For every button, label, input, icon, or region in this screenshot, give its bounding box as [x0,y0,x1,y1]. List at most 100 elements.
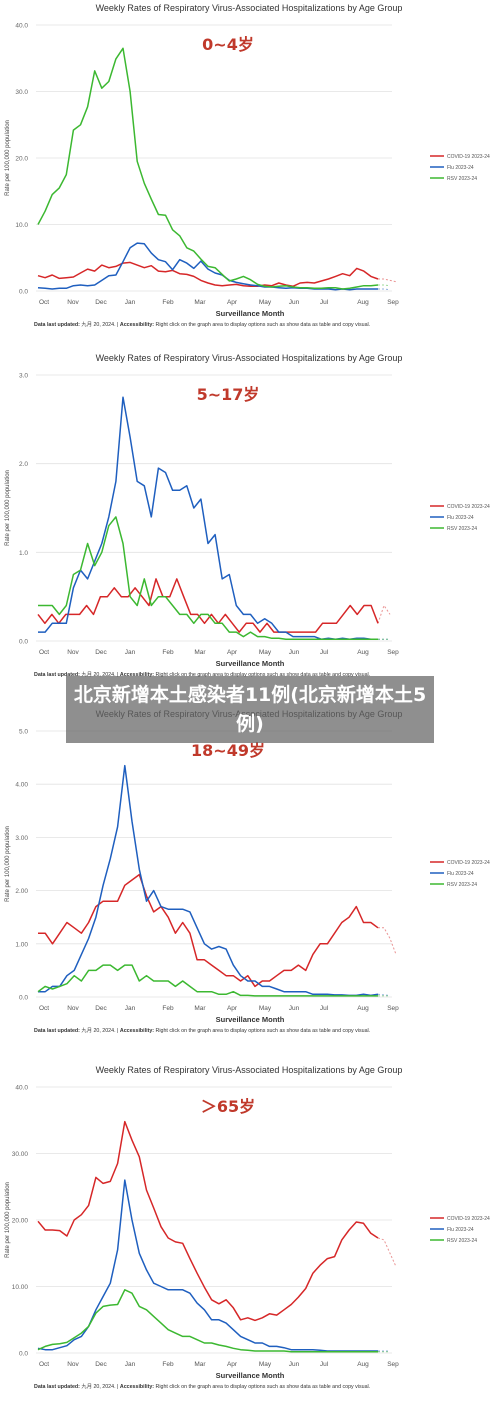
x-tick-label: Mar [194,299,206,306]
series-line-flu[interactable] [38,764,379,997]
chart-svg-18-49[interactable]: Weekly Rates of Respiratory Virus-Associ… [0,706,500,1046]
series-line-covid-19[interactable] [38,873,379,988]
x-tick-label: Mar [194,1361,206,1368]
x-tick-label: Dec [95,1361,107,1368]
note-separator: | [116,672,120,678]
y-tick-label: 5.0 [19,729,28,736]
x-tick-label: Mar [194,649,206,656]
x-tick-label: Jan [125,299,136,306]
x-tick-label: Nov [67,649,79,656]
x-tick-label: May [259,1361,272,1368]
x-tick-label: Jul [320,299,329,306]
y-axis-label: Rate per 100,000 population [5,470,11,546]
chart-svg-0-4[interactable]: Weekly Rates of Respiratory Virus-Associ… [0,0,500,340]
y-tick-label: 3.00 [15,835,28,842]
y-axis-label: Rate per 100,000 population [5,120,11,196]
x-axis-label: Surveillance Month [216,309,285,318]
x-tick-label: Oct [39,1361,49,1368]
x-tick-label: Jul [320,1005,329,1012]
chart-panel-0-4: Weekly Rates of Respiratory Virus-Associ… [0,0,500,340]
accessibility-label: Accessibility: [120,672,154,678]
x-tick-label: Oct [39,649,49,656]
x-tick-label: Jan [125,1361,136,1368]
series-line-flu[interactable] [37,1179,378,1352]
series-line-covid-19[interactable] [37,578,379,633]
series-projection [377,1237,397,1267]
data-updated-note: Data last updated: 九月 20, 2024. | Access… [34,1382,370,1390]
x-tick-label: Mar [194,1005,206,1012]
data-updated-note: Data last updated: 九月 20, 2024. | Access… [34,320,370,328]
y-tick-label: 2.0 [19,461,28,468]
y-tick-label: 0.0 [19,1351,28,1358]
x-tick-label: Feb [162,299,174,306]
legend-label: RSV 2023-24 [447,176,477,182]
legend-label: Flu 2023-24 [447,515,474,521]
x-tick-label: Apr [227,1361,238,1368]
y-tick-label: 40.0 [15,1085,28,1092]
age-group-label: 0~4岁 [202,35,254,54]
accessibility-text: Right click on the graph area to display… [154,322,370,328]
age-group-label: ＞65岁 [201,1097,255,1116]
x-axis-label: Surveillance Month [216,659,285,668]
x-tick-label: Oct [39,299,49,306]
chart-svg-5-17[interactable]: Weekly Rates of Respiratory Virus-Associ… [0,350,500,690]
accessibility-text: Right click on the graph area to display… [154,1384,370,1390]
note-separator: | [116,1384,120,1390]
series-line-rsv[interactable] [37,964,378,997]
x-tick-label: Jun [289,1361,300,1368]
legend-label: RSV 2023-24 [447,1238,477,1244]
note-separator: | [116,1028,120,1034]
age-group-label: 5~17岁 [197,385,260,404]
note-label: Data last updated: [34,322,80,328]
accessibility-text: Right click on the graph area to display… [154,1028,370,1034]
series-line-flu[interactable] [38,396,378,640]
x-tick-label: Sep [387,299,399,306]
series-line-covid-19[interactable] [37,261,379,288]
x-tick-label: Aug [357,299,369,306]
y-tick-label: 0.0 [19,995,28,1002]
note-separator: | [116,322,120,328]
series-line-covid-19[interactable] [37,1120,379,1322]
chart-title: Weekly Rates of Respiratory Virus-Associ… [96,1065,403,1075]
legend-label: RSV 2023-24 [447,526,477,532]
accessibility-label: Accessibility: [120,1028,154,1034]
data-updated-note: Data last updated: 九月 20, 2024. | Access… [34,1026,370,1034]
x-tick-label: Jun [289,649,300,656]
accessibility-text: Right click on the graph area to display… [154,672,370,678]
x-tick-label: Feb [162,1361,174,1368]
chart-panel-65-plus: Weekly Rates of Respiratory Virus-Associ… [0,1062,500,1407]
legend-label: Flu 2023-24 [447,1227,474,1233]
y-tick-label: 10.00 [12,1284,29,1291]
x-tick-label: Apr [227,1005,238,1012]
x-tick-label: Sep [387,1361,399,1368]
note-date: 九月 20, 2024. [80,670,116,678]
y-tick-label: 20.00 [12,1218,29,1225]
note-date: 九月 20, 2024. [80,1382,116,1390]
x-tick-label: May [259,1005,272,1012]
accessibility-label: Accessibility: [120,1384,154,1390]
legend-label: Flu 2023-24 [447,165,474,171]
y-tick-label: 1.0 [19,550,28,557]
x-tick-label: Nov [67,299,79,306]
x-tick-label: Nov [67,1005,79,1012]
x-tick-label: May [259,649,272,656]
series-projection [377,993,391,996]
x-tick-label: Dec [95,649,107,656]
series-line-rsv[interactable] [38,516,378,640]
x-tick-label: May [259,299,272,306]
x-tick-label: Sep [387,649,399,656]
y-tick-label: 10.0 [15,222,28,229]
y-tick-label: 0.0 [19,639,28,646]
y-tick-label: 2.00 [15,888,28,895]
y-tick-label: 1.00 [15,941,28,948]
chart-svg-65-plus[interactable]: Weekly Rates of Respiratory Virus-Associ… [0,1062,500,1407]
series-projection [378,284,391,287]
x-tick-label: Feb [162,1005,174,1012]
x-tick-label: Dec [95,299,107,306]
y-tick-label: 3.0 [19,373,28,380]
series-line-rsv[interactable] [37,1289,378,1353]
x-tick-label: Feb [162,649,174,656]
x-tick-label: Jul [320,649,329,656]
accessibility-label: Accessibility: [120,322,154,328]
series-line-rsv[interactable] [37,47,379,290]
